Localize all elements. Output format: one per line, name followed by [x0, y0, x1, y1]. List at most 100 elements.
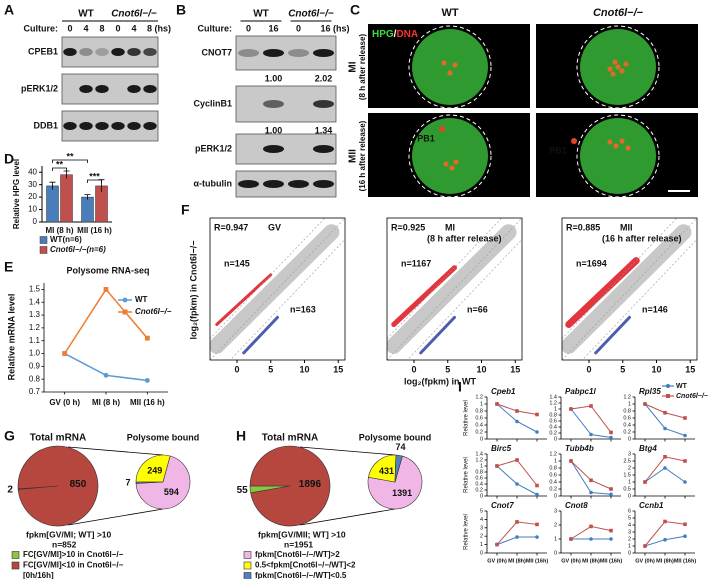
row-label: CNOT7	[201, 47, 232, 57]
point	[589, 478, 593, 483]
stage: MII	[620, 222, 633, 232]
significance: **	[56, 159, 64, 169]
band	[263, 145, 284, 153]
pie-slice	[249, 445, 331, 527]
y-tick-label: 0.8	[549, 465, 557, 471]
x-tick-label: 15	[510, 364, 520, 374]
stage-time: (8 h after release)	[427, 233, 502, 243]
legend-label: WT(n=6)	[50, 235, 82, 244]
x-tick-label: MII (16h)	[674, 558, 696, 564]
chromosome	[449, 165, 455, 171]
significance: ***	[89, 171, 100, 181]
panel-label: D	[4, 151, 14, 167]
group-label: Cnot6l−/−	[288, 9, 334, 20]
y-tick-label: 1.2	[29, 323, 41, 332]
y-tick-label: 2	[554, 522, 557, 528]
panel-label: E	[4, 259, 13, 275]
y-tick-label: 0.2	[549, 486, 557, 492]
y-tick-label: 0.2	[549, 430, 557, 436]
stain-part: HPG	[372, 29, 394, 40]
y-tick-label: 1.2	[475, 394, 483, 400]
x-tick-label: MI (8 h)	[46, 226, 74, 235]
band	[288, 180, 309, 188]
group-label: Cnot6l−/−	[111, 9, 157, 20]
oocyte	[412, 29, 488, 105]
chromosome	[619, 138, 625, 144]
x-tick-label: GV (0h)	[487, 558, 507, 564]
y-axis-label: Relative mRNA level	[6, 294, 16, 381]
y-tick-label: 1.5	[29, 285, 41, 294]
scatter-cloud	[387, 218, 522, 360]
panel-label: C	[350, 2, 360, 18]
lane-label: 8 (hs)	[147, 23, 171, 33]
y-tick-label: 3	[628, 451, 631, 457]
chromosome	[452, 62, 458, 68]
y-tick-label: 0	[554, 436, 557, 442]
point	[515, 409, 519, 413]
y-tick-label: 2	[480, 534, 483, 540]
point	[144, 378, 150, 383]
x-tick-label: 5	[445, 364, 450, 374]
band	[238, 180, 259, 188]
point	[683, 522, 687, 527]
point	[144, 335, 150, 341]
band	[127, 48, 141, 56]
legend-marker	[666, 394, 670, 398]
pb1-label: PB1	[417, 133, 435, 143]
culture-label: Culture:	[198, 23, 233, 33]
y-tick-label: 0	[628, 493, 631, 499]
chromosome	[610, 71, 616, 77]
band	[95, 85, 109, 93]
legend-label: WT	[676, 383, 688, 390]
significance: **	[66, 151, 74, 161]
down-count: n=163	[290, 304, 316, 314]
guide-line	[387, 218, 522, 360]
y-tick-label: 0.6	[549, 418, 557, 424]
chromosome	[625, 145, 631, 151]
legend-marker	[122, 297, 128, 303]
y-tick-label: 0	[628, 436, 631, 442]
lane-label: 16	[268, 23, 278, 33]
down-count: n=146	[642, 304, 668, 314]
slice-label: 2	[7, 484, 13, 495]
y-tick-label: 1	[480, 463, 483, 469]
band	[313, 180, 334, 188]
x-axis-label: log₂(fpkm) in WT	[404, 376, 476, 386]
legend-label: fpkm[Cnot6l−/−/WT]<0.5	[255, 571, 347, 579]
pie-slice	[135, 454, 171, 483]
point	[643, 544, 647, 548]
y-tick-label: 1	[554, 406, 557, 412]
slice-label: 249	[147, 466, 162, 476]
up-count: n=145	[224, 258, 250, 268]
oocyte	[580, 118, 656, 194]
y-tick-label: 0	[628, 550, 631, 556]
point	[535, 412, 539, 417]
band	[263, 49, 284, 57]
polar-body	[571, 138, 577, 144]
band	[79, 122, 93, 130]
slice-label: 7	[126, 477, 131, 487]
point	[663, 537, 667, 542]
connector	[299, 508, 396, 526]
point	[663, 455, 667, 459]
y-tick-label: 0.2	[475, 429, 483, 435]
y-tick-label: 0.8	[29, 374, 41, 383]
point	[663, 519, 667, 524]
chromosome	[607, 139, 613, 145]
y-axis-label: Relative level	[464, 457, 470, 493]
point	[589, 490, 593, 495]
y-tick-label: 0.4	[475, 481, 483, 487]
y-tick-label: 4	[628, 522, 631, 528]
x-tick-label: MII (16 h)	[77, 226, 112, 235]
connector	[67, 508, 164, 526]
legend-swatch	[39, 236, 48, 244]
pie-title: Total mRNA	[262, 433, 318, 444]
cloud	[562, 224, 692, 354]
panel-label: G	[4, 428, 15, 444]
stage: GV	[268, 222, 281, 232]
connector	[299, 446, 396, 456]
cloud	[387, 224, 517, 354]
gene-title: Pabpc1l	[565, 387, 596, 396]
scatter-cloud	[562, 218, 697, 360]
x-tick-label: 0	[411, 364, 416, 374]
